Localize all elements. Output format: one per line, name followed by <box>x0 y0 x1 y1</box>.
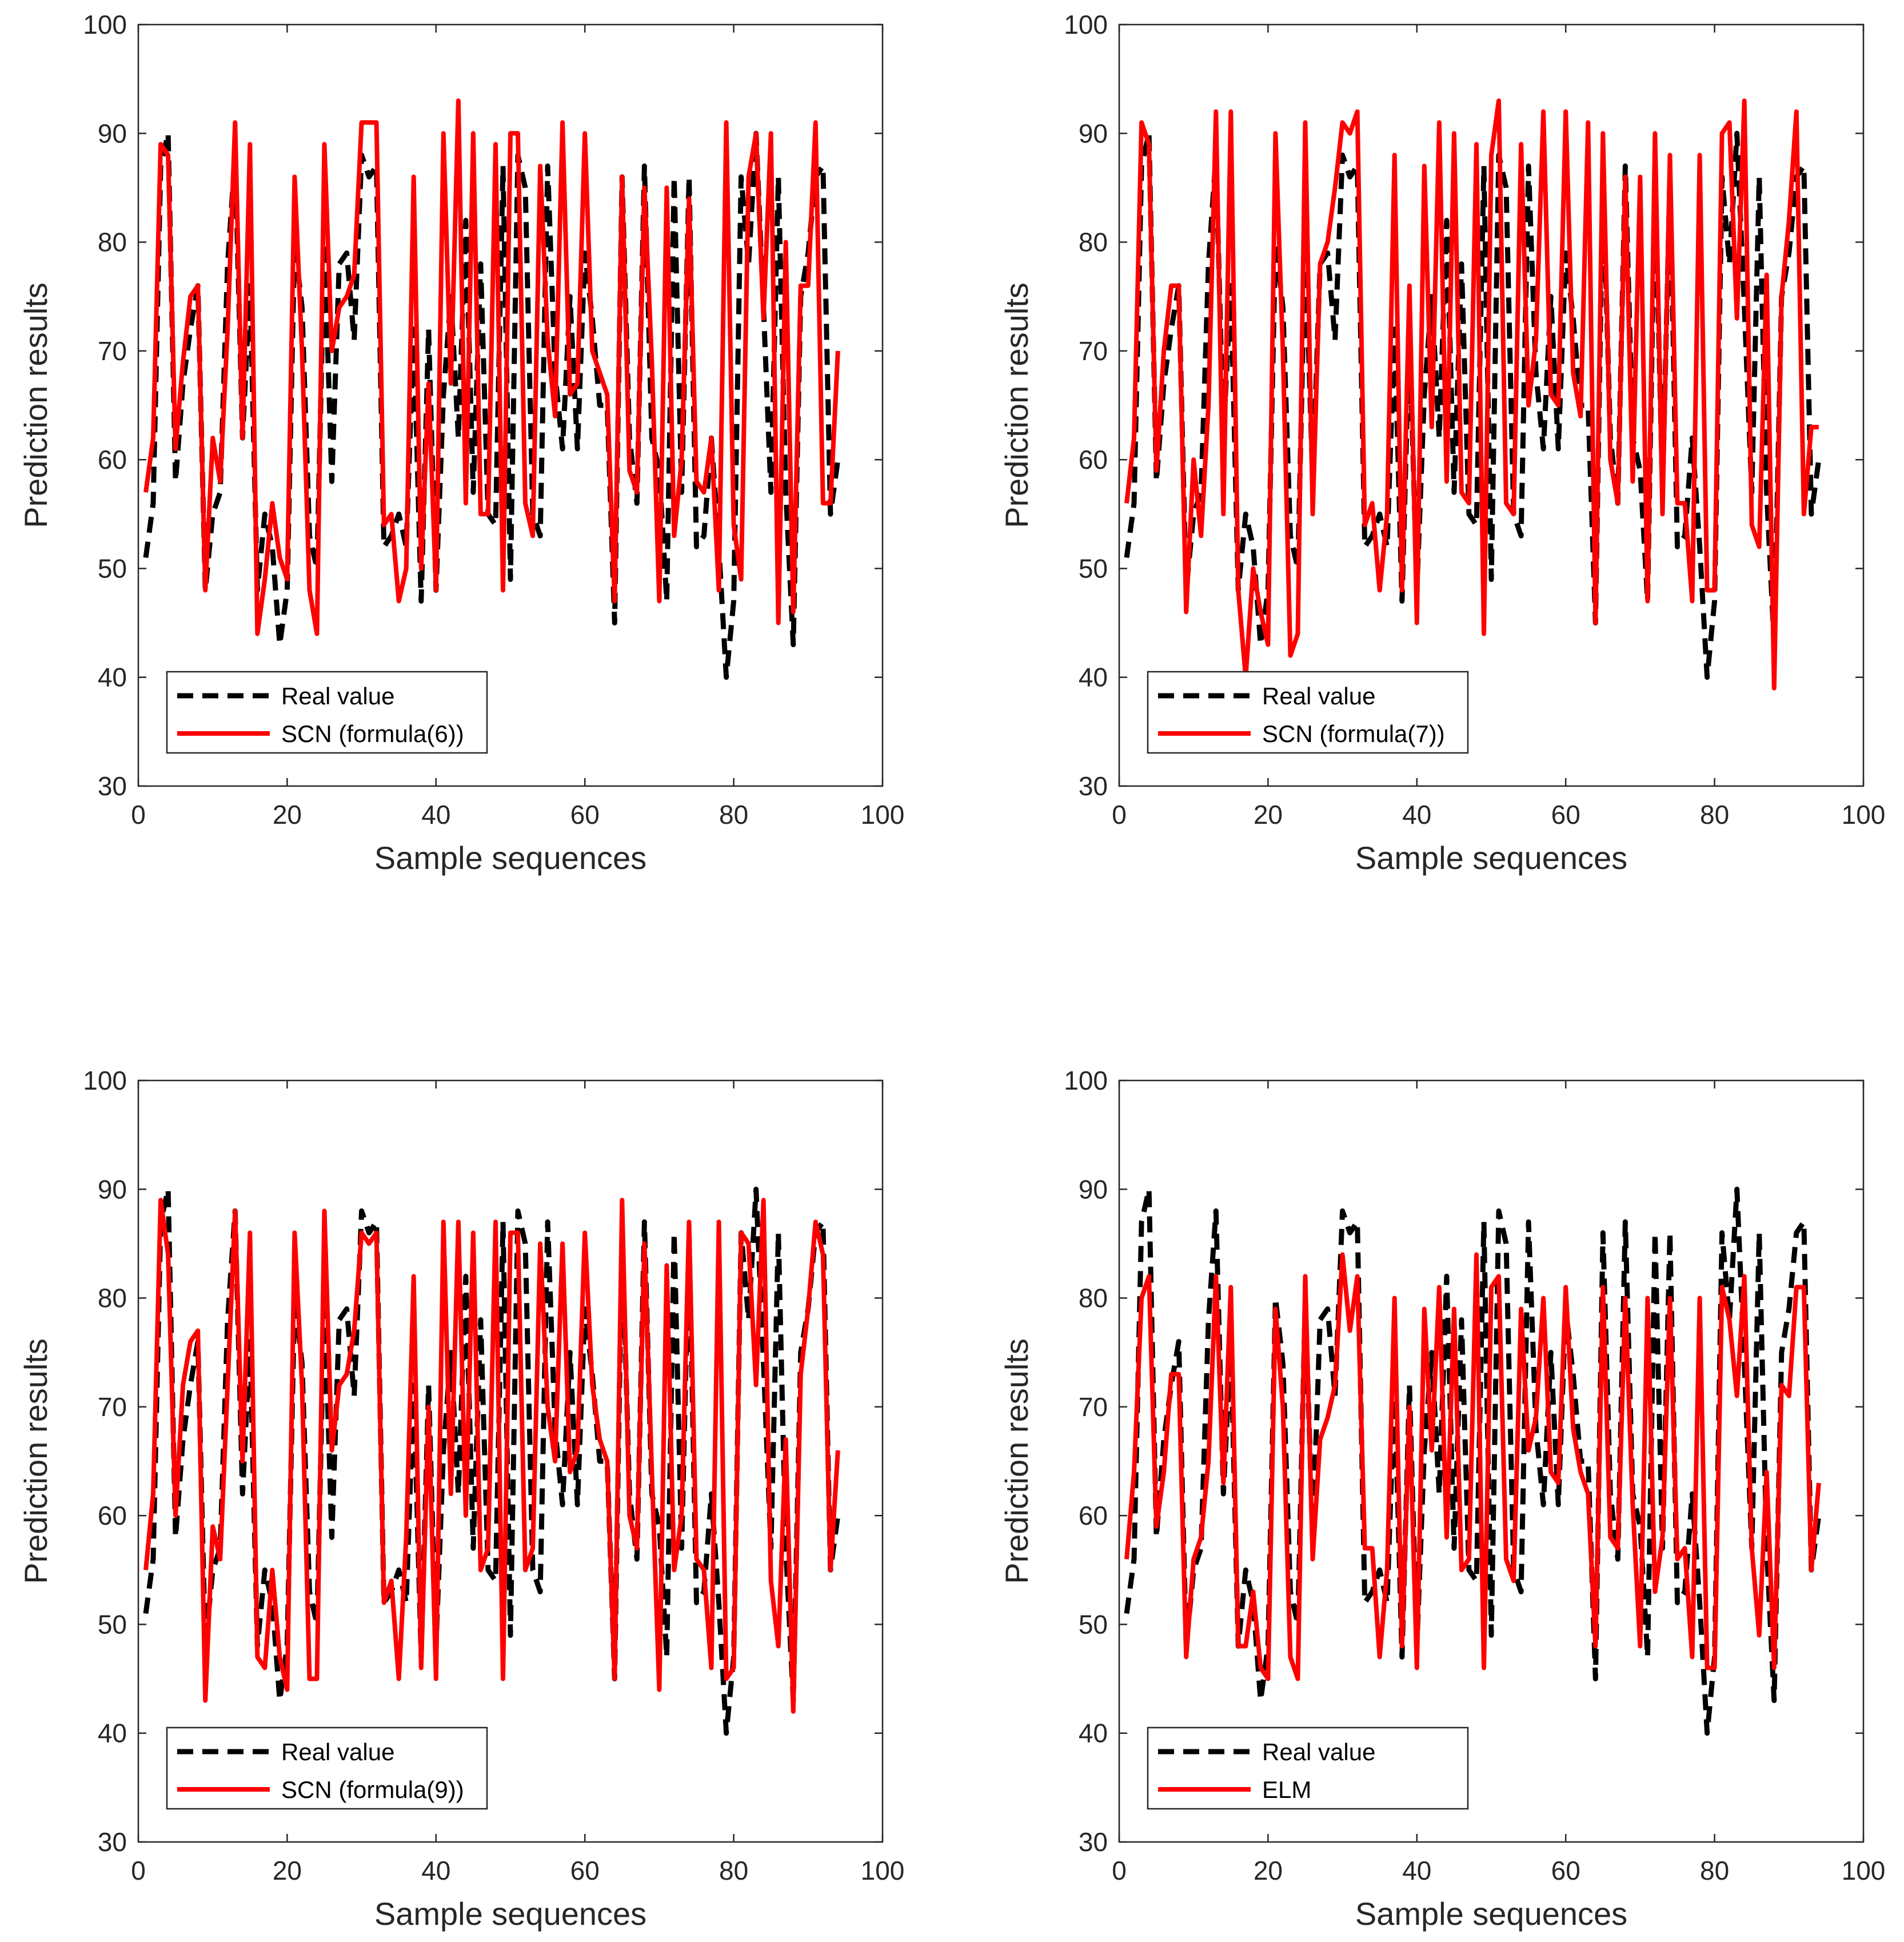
y-tick-label: 70 <box>98 336 127 366</box>
x-tick-label: 60 <box>570 800 600 830</box>
y-tick-label: 50 <box>98 553 127 583</box>
y-tick-label: 90 <box>1079 118 1108 148</box>
x-tick-label: 80 <box>719 1856 748 1885</box>
x-tick-label: 100 <box>861 1856 905 1885</box>
legend-entry-label: Real value <box>1262 1738 1375 1765</box>
x-tick-label: 60 <box>1551 800 1580 830</box>
chart-panel-1: 0 20 40 60 80 100 30 40 50 60 70 80 90 100 Sample sequ… <box>18 10 904 876</box>
y-tick-label: 40 <box>98 1718 127 1748</box>
x-tick-label: 0 <box>131 1856 146 1885</box>
y-axis-label: Prediction results <box>18 282 54 528</box>
x-tick-label: 100 <box>861 800 905 830</box>
real-value-line <box>1124 1186 1822 1736</box>
y-tick-label: 30 <box>98 771 127 801</box>
x-axis-label: Sample sequences <box>374 840 646 876</box>
legend-entry-label: Real value <box>1262 683 1375 709</box>
x-tick-label: 20 <box>1254 1856 1283 1885</box>
y-tick-label: 100 <box>1064 10 1108 39</box>
y-tick-label: 80 <box>98 1283 127 1313</box>
y-tick-label: 60 <box>98 1501 127 1530</box>
y-tick-label: 50 <box>1079 553 1108 583</box>
legend-entry-label: Real value <box>281 683 394 709</box>
x-axis-label: Sample sequences <box>1355 840 1627 876</box>
x-tick-label: 40 <box>421 800 450 830</box>
prediction-line <box>143 98 840 636</box>
y-tick-label: 60 <box>1079 1501 1108 1530</box>
y-tick-label: 50 <box>1079 1609 1108 1639</box>
y-axis-label: Prediction results <box>999 1338 1035 1584</box>
x-tick-label: 80 <box>719 800 748 830</box>
y-tick-label: 60 <box>1079 445 1108 474</box>
x-axis-label: Sample sequences <box>1355 1896 1627 1932</box>
y-tick-label: 80 <box>98 228 127 257</box>
legend-box <box>166 671 488 754</box>
plot-area <box>137 1079 884 1843</box>
prediction-line <box>1124 1252 1821 1681</box>
chart-panel-2: 0 20 40 60 80 100 30 40 50 60 70 80 90 100 Sample sequ… <box>999 10 1885 876</box>
chart-panel-4: 0 20 40 60 80 100 30 40 50 60 70 80 90 100 Sample sequ… <box>999 1066 1885 1932</box>
y-tick-label: 70 <box>1079 336 1108 366</box>
x-tick-label: 80 <box>1700 1856 1729 1885</box>
x-tick-label: 100 <box>1842 800 1886 830</box>
x-tick-label: 60 <box>1551 1856 1580 1885</box>
real-value-line <box>143 1186 841 1736</box>
y-tick-label: 70 <box>1079 1392 1108 1422</box>
y-axis-label: Prediction results <box>18 1338 54 1584</box>
x-tick-label: 100 <box>1842 1856 1886 1885</box>
chart-panel-3: 0 20 40 60 80 100 30 40 50 60 70 80 90 100 Sample sequ… <box>18 1066 904 1932</box>
y-tick-label: 90 <box>98 1174 127 1204</box>
legend-entry-label: SCN (formula(6)) <box>281 720 464 747</box>
y-tick-label: 50 <box>98 1609 127 1639</box>
legend-entry-label: ELM <box>1262 1776 1311 1803</box>
x-tick-label: 80 <box>1700 800 1729 830</box>
legend-box <box>166 1726 488 1810</box>
prediction-line <box>143 1198 840 1714</box>
y-tick-label: 80 <box>1079 228 1108 257</box>
real-value-line <box>1124 130 1822 680</box>
y-tick-label: 100 <box>83 1066 127 1095</box>
x-tick-label: 40 <box>421 1856 450 1885</box>
y-tick-label: 100 <box>83 10 127 39</box>
x-tick-label: 40 <box>1402 800 1431 830</box>
y-tick-label: 90 <box>1079 1174 1108 1204</box>
y-tick-label: 80 <box>1079 1283 1108 1313</box>
x-tick-label: 60 <box>570 1856 600 1885</box>
legend-box <box>1147 671 1469 754</box>
x-tick-label: 0 <box>131 800 146 830</box>
y-tick-label: 70 <box>98 1392 127 1422</box>
x-tick-label: 0 <box>1112 800 1127 830</box>
y-tick-label: 100 <box>1064 1066 1108 1095</box>
x-axis-label: Sample sequences <box>374 1896 646 1932</box>
y-axis-label: Prediction results <box>999 282 1035 528</box>
plot-area <box>1118 1079 1865 1843</box>
y-tick-label: 40 <box>98 663 127 692</box>
x-tick-label: 20 <box>273 800 302 830</box>
legend-entry-label: SCN (formula(7)) <box>1262 720 1445 747</box>
legend-entry-label: Real value <box>281 1738 394 1765</box>
legend-entry-label: SCN (formula(9)) <box>281 1776 464 1803</box>
y-tick-label: 30 <box>1079 771 1108 801</box>
x-tick-label: 20 <box>1254 800 1283 830</box>
x-tick-label: 40 <box>1402 1856 1431 1885</box>
x-tick-label: 20 <box>273 1856 302 1885</box>
y-tick-label: 40 <box>1079 1718 1108 1748</box>
y-tick-label: 90 <box>98 118 127 148</box>
real-value-line <box>143 130 841 680</box>
prediction-line <box>1124 98 1819 691</box>
x-tick-label: 0 <box>1112 1856 1127 1885</box>
y-tick-label: 40 <box>1079 663 1108 692</box>
legend-box <box>1147 1726 1469 1810</box>
y-tick-label: 30 <box>1079 1827 1108 1857</box>
y-tick-label: 60 <box>98 445 127 474</box>
y-tick-label: 30 <box>98 1827 127 1857</box>
